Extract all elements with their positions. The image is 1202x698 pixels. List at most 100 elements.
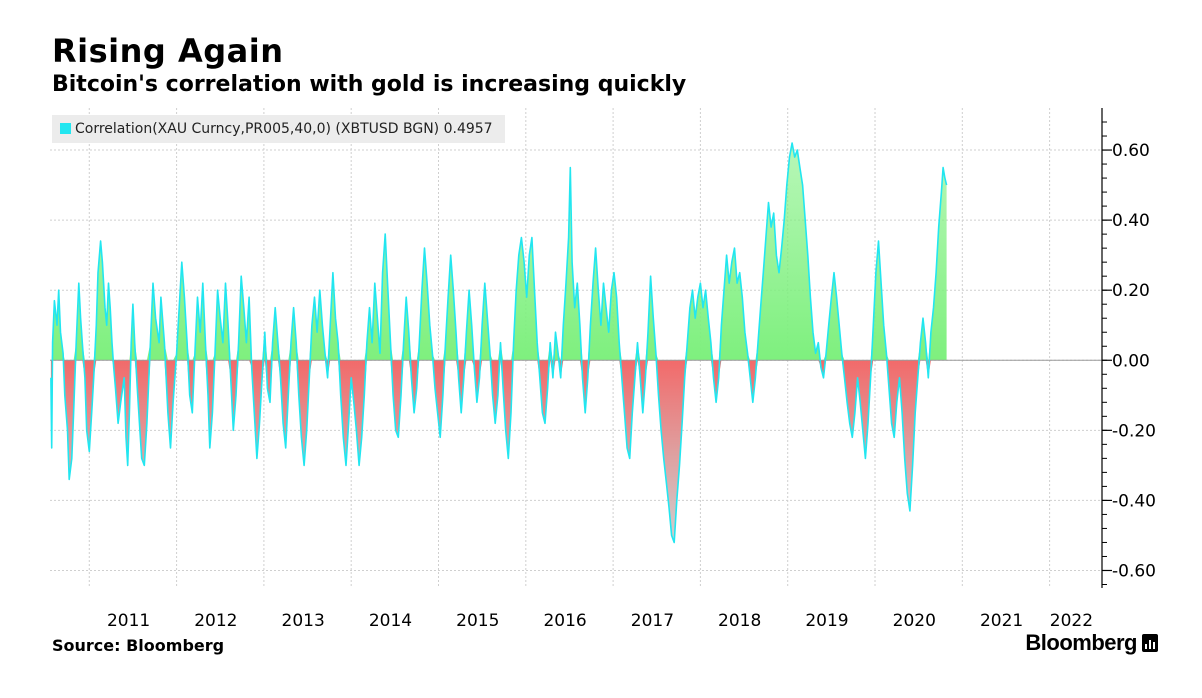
data-point-180 <box>500 342 501 343</box>
data-point-248 <box>676 500 677 501</box>
data-point-22 <box>96 325 97 326</box>
data-point-95 <box>277 342 278 343</box>
positive-area <box>50 143 947 361</box>
data-point-291 <box>789 157 790 158</box>
data-point-280 <box>760 307 761 308</box>
data-point-336 <box>907 493 908 494</box>
data-point-326 <box>881 283 882 284</box>
data-point-42 <box>137 388 138 389</box>
data-point-21 <box>93 377 94 378</box>
data-point-123 <box>351 377 352 378</box>
data-point-217 <box>595 248 596 249</box>
data-point-220 <box>603 283 604 284</box>
data-point-34 <box>120 402 121 403</box>
data-point-119 <box>340 395 341 396</box>
data-point-303 <box>820 367 821 368</box>
x-tick-label-3: 2014 <box>369 611 412 631</box>
data-point-106 <box>306 430 307 431</box>
data-point-221 <box>606 307 607 308</box>
data-point-333 <box>899 377 900 378</box>
data-point-12 <box>73 412 74 413</box>
data-point-145 <box>408 332 409 333</box>
data-point-82 <box>243 307 244 308</box>
data-point-93 <box>272 342 273 343</box>
data-point-296 <box>802 185 803 186</box>
data-point-177 <box>492 395 493 396</box>
data-point-197 <box>544 423 545 424</box>
data-point-69 <box>209 447 210 448</box>
data-point-192 <box>531 237 532 238</box>
data-point-66 <box>202 283 203 284</box>
data-point-206 <box>568 237 569 238</box>
data-point-208 <box>572 262 573 263</box>
data-point-156 <box>437 412 438 413</box>
data-point-49 <box>155 318 156 319</box>
data-point-317 <box>857 377 858 378</box>
data-point-1 <box>51 447 52 448</box>
data-point-161 <box>450 255 451 256</box>
data-point-128 <box>364 395 365 396</box>
data-point-35 <box>124 377 125 378</box>
data-point-257 <box>700 283 701 284</box>
data-point-183 <box>508 458 509 459</box>
data-point-169 <box>471 325 472 326</box>
data-point-40 <box>132 304 133 305</box>
data-point-185 <box>513 342 514 343</box>
data-point-107 <box>309 377 310 378</box>
data-point-142 <box>400 395 401 396</box>
chart-title: Rising Again <box>52 32 284 70</box>
data-point-43 <box>139 430 140 431</box>
data-point-4 <box>56 325 57 326</box>
data-point-48 <box>152 283 153 284</box>
data-point-338 <box>912 465 913 466</box>
data-point-70 <box>212 412 213 413</box>
data-point-182 <box>505 430 506 431</box>
data-point-233 <box>637 342 638 343</box>
data-point-246 <box>671 535 672 536</box>
data-point-10 <box>69 479 70 480</box>
data-point-261 <box>710 342 711 343</box>
data-point-55 <box>173 402 174 403</box>
data-point-352 <box>946 185 947 186</box>
data-point-300 <box>812 332 813 333</box>
data-point-189 <box>524 262 525 263</box>
data-point-204 <box>563 325 564 326</box>
bloomberg-logo: Bloomberg <box>1025 630 1158 656</box>
data-point-313 <box>847 402 848 403</box>
data-point-301 <box>815 353 816 354</box>
data-point-160 <box>448 297 449 298</box>
data-point-235 <box>642 412 643 413</box>
data-point-228 <box>624 412 625 413</box>
data-point-258 <box>702 307 703 308</box>
data-point-85 <box>251 367 252 368</box>
data-point-20 <box>91 409 92 410</box>
data-point-211 <box>579 325 580 326</box>
data-point-124 <box>353 402 354 403</box>
y-tick-label-3: 0.00 <box>1112 351 1150 371</box>
x-tick-label-5: 2016 <box>543 611 586 631</box>
data-point-349 <box>941 192 942 193</box>
data-point-222 <box>608 332 609 333</box>
data-point-199 <box>550 342 551 343</box>
data-point-253 <box>689 307 690 308</box>
data-point-247 <box>674 542 675 543</box>
data-point-33 <box>118 423 119 424</box>
data-point-136 <box>385 234 386 235</box>
data-point-245 <box>668 507 669 508</box>
data-point-262 <box>713 377 714 378</box>
data-point-266 <box>723 290 724 291</box>
data-point-115 <box>330 325 331 326</box>
data-point-92 <box>269 402 270 403</box>
data-point-164 <box>458 377 459 378</box>
data-point-272 <box>739 272 740 273</box>
data-point-117 <box>335 318 336 319</box>
data-point-315 <box>852 437 853 438</box>
data-point-65 <box>200 332 201 333</box>
data-point-149 <box>419 342 420 343</box>
data-point-264 <box>718 377 719 378</box>
data-point-109 <box>314 297 315 298</box>
data-point-28 <box>108 283 109 284</box>
data-point-310 <box>839 325 840 326</box>
data-point-87 <box>256 458 257 459</box>
data-point-51 <box>160 297 161 298</box>
